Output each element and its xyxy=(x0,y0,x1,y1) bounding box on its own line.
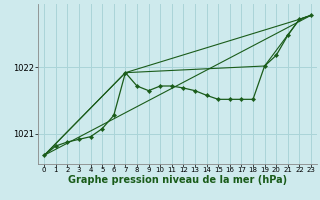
X-axis label: Graphe pression niveau de la mer (hPa): Graphe pression niveau de la mer (hPa) xyxy=(68,175,287,185)
